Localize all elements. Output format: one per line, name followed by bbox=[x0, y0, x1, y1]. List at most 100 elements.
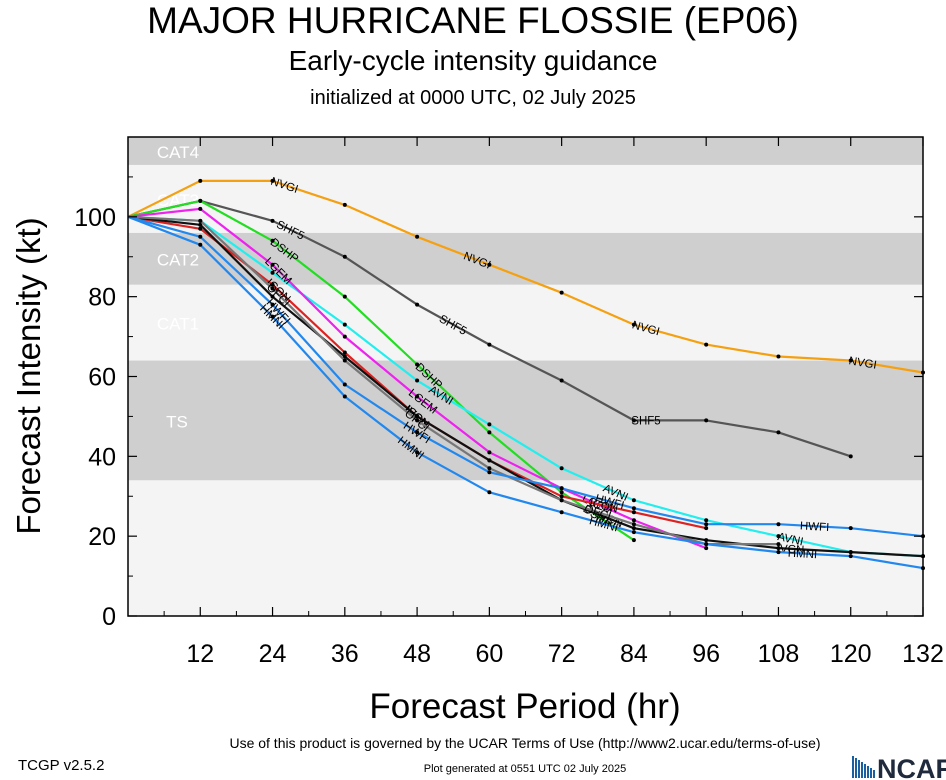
point-nvgi-108 bbox=[776, 354, 781, 359]
point-hwfi-108 bbox=[776, 522, 781, 527]
x-tick-label-12: 12 bbox=[186, 640, 214, 668]
point-lgem-36 bbox=[342, 334, 347, 339]
x-tick-label-24: 24 bbox=[259, 640, 287, 668]
point-hwfi-96 bbox=[704, 522, 709, 527]
band-label-cat3: CAT3 bbox=[157, 191, 199, 210]
point-shf5-84 bbox=[631, 418, 636, 423]
y-tick-label-0: 0 bbox=[102, 603, 116, 631]
x-tick-label-132: 132 bbox=[902, 640, 944, 668]
point-lgem-12 bbox=[198, 206, 203, 211]
point-hmni-60 bbox=[487, 490, 492, 495]
series-line-avni bbox=[127, 215, 924, 558]
generated-time: Plot generated at 0551 UTC 02 July 2025 bbox=[423, 763, 627, 775]
y-tick-label-20: 20 bbox=[88, 523, 116, 551]
point-hmni-120 bbox=[848, 554, 853, 559]
point-hwfi-72 bbox=[559, 486, 564, 491]
point-shf5-24 bbox=[270, 218, 275, 223]
point-icon-84 bbox=[631, 510, 636, 515]
point-dshp-36 bbox=[342, 294, 347, 299]
point-ofci-48 bbox=[415, 418, 420, 423]
x-tick-label-36: 36 bbox=[331, 640, 359, 668]
series-line-hmni bbox=[127, 215, 924, 570]
x-axis-label: Forecast Period (hr) bbox=[369, 687, 680, 726]
series-line-ofci bbox=[127, 215, 779, 546]
point-shf5-72 bbox=[559, 378, 564, 383]
point-ofci-60 bbox=[487, 466, 492, 471]
point-nvgi-24 bbox=[270, 178, 275, 183]
point-hmni-36 bbox=[342, 394, 347, 399]
series-tag-shf5-2: SHF5 bbox=[631, 415, 660, 427]
point-nvgi-12 bbox=[198, 178, 203, 183]
point-lgem-60 bbox=[487, 450, 492, 455]
y-tick-label-40: 40 bbox=[88, 443, 116, 471]
point-ivcn-108 bbox=[776, 546, 781, 551]
point-ofci-84 bbox=[631, 522, 636, 527]
point-avni-36 bbox=[342, 322, 347, 327]
x-tick-label-48: 48 bbox=[403, 640, 431, 668]
point-lgem-48 bbox=[415, 394, 420, 399]
point-nvgi-72 bbox=[559, 290, 564, 295]
band-cat1 bbox=[128, 284, 923, 361]
band-cat4 bbox=[128, 137, 923, 165]
point-ivcn-120 bbox=[848, 550, 853, 555]
point-avni-24 bbox=[270, 270, 275, 275]
point-avni-108 bbox=[776, 534, 781, 539]
point-hmni-84 bbox=[631, 530, 636, 535]
point-ivcn-24 bbox=[270, 294, 275, 299]
point-hmni-12 bbox=[198, 242, 203, 247]
y-tick-label-100: 100 bbox=[74, 204, 116, 232]
y-tick-label-80: 80 bbox=[88, 284, 116, 312]
series-line-nvgi bbox=[127, 179, 924, 374]
point-avni-84 bbox=[631, 498, 636, 503]
point-hwfi-60 bbox=[487, 470, 492, 475]
point-icon-24 bbox=[270, 282, 275, 287]
point-hwfi-120 bbox=[848, 526, 853, 531]
version-label: TCGP v2.5.2 bbox=[18, 757, 105, 774]
y-axis-label: Forecast Intensity (kt) bbox=[10, 217, 47, 534]
point-hwfi-84 bbox=[631, 506, 636, 511]
point-hmni-96 bbox=[704, 542, 709, 547]
band-label-cat1: CAT1 bbox=[157, 315, 199, 334]
point-shf5-108 bbox=[776, 430, 781, 435]
point-hmni-24 bbox=[270, 314, 275, 319]
init-time-line: initialized at 0000 UTC, 02 July 2025 bbox=[310, 87, 636, 109]
point-nvgi-96 bbox=[704, 342, 709, 347]
point-nvgi-60 bbox=[487, 262, 492, 267]
band-cat2 bbox=[128, 232, 923, 285]
point-dshp-48 bbox=[415, 362, 420, 367]
point-nvgi-120 bbox=[848, 358, 853, 363]
terms-of-use-note: Use of this product is governed by the U… bbox=[229, 735, 821, 751]
y-tick-label-60: 60 bbox=[88, 364, 116, 392]
series-line-hwfi bbox=[127, 215, 924, 538]
band-label-ts: TS bbox=[166, 412, 188, 431]
point-ivcn-12 bbox=[198, 222, 203, 227]
point-ivcn-96 bbox=[704, 538, 709, 543]
point-ivcn-48 bbox=[415, 414, 420, 419]
point-hwfi-36 bbox=[342, 382, 347, 387]
point-avni-60 bbox=[487, 422, 492, 427]
point-lgem-84 bbox=[631, 518, 636, 523]
x-tick-label-96: 96 bbox=[692, 640, 720, 668]
point-dshp-24 bbox=[270, 238, 275, 243]
band-label-cat4: CAT4 bbox=[157, 143, 199, 162]
point-shf5-60 bbox=[487, 342, 492, 347]
point-ivcn-60 bbox=[487, 458, 492, 463]
ncar-logo-text: NCAR bbox=[877, 754, 946, 780]
point-icon-36 bbox=[342, 350, 347, 355]
x-tick-label-120: 120 bbox=[830, 640, 872, 668]
band-cat3 bbox=[128, 164, 923, 233]
point-shf5-120 bbox=[848, 454, 853, 459]
point-shf5-36 bbox=[342, 254, 347, 259]
series-tag-hwfi-3: HWFI bbox=[800, 520, 830, 534]
point-ivcn-36 bbox=[342, 354, 347, 359]
point-dshp-84 bbox=[631, 538, 636, 543]
point-ivcn-84 bbox=[631, 526, 636, 531]
chart-axes: 12 24 36 48 60 72 84 96 108 120 132 0 20 40 60 80 100 bbox=[74, 136, 944, 668]
band-label-cat2: CAT2 bbox=[157, 251, 199, 270]
point-lgem-24 bbox=[270, 262, 275, 267]
x-tick-label-60: 60 bbox=[475, 640, 503, 668]
point-dshp-72 bbox=[559, 490, 564, 495]
chart-subtitle: Early-cycle intensity guidance bbox=[288, 45, 658, 76]
